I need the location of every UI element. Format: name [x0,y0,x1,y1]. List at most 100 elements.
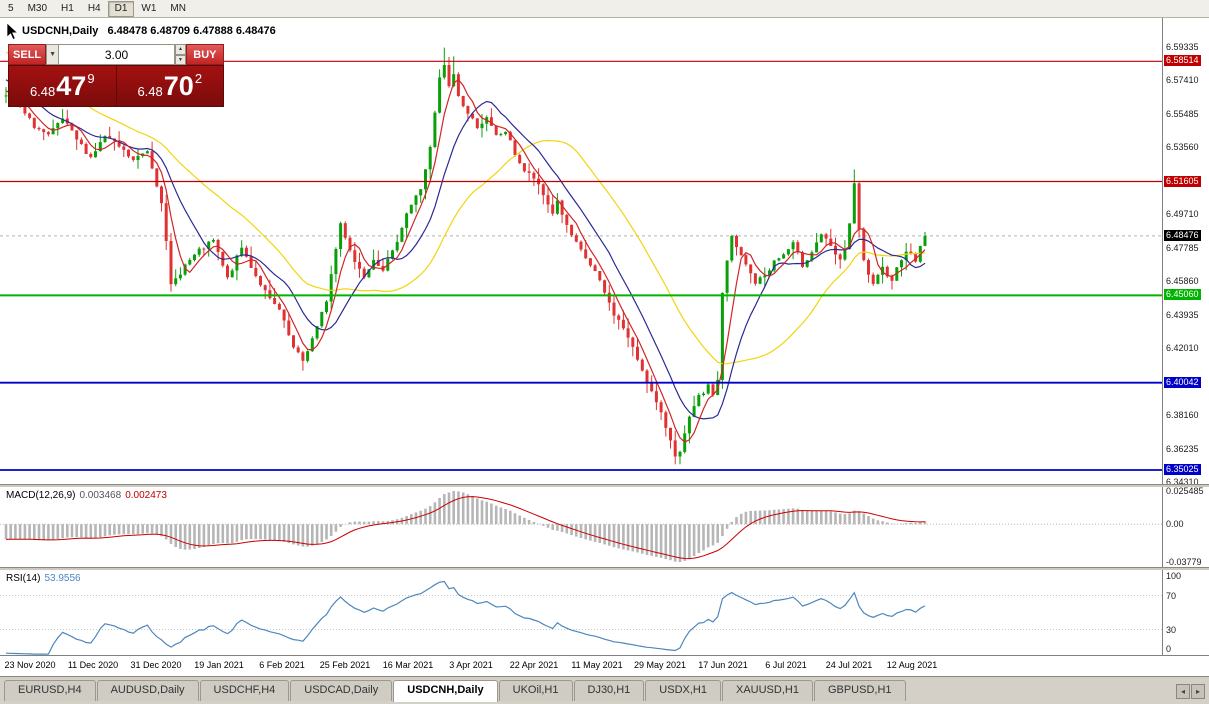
tab-scroll-right-button[interactable]: ▸ [1191,684,1205,699]
axis-label: 6.38160 [1166,410,1199,420]
date-axis-label: 3 Apr 2021 [449,660,493,670]
buy-price-pips: 70 [163,71,194,101]
axis-label: 6.34310 [1166,477,1199,487]
chart-tab-gbpusd-h1[interactable]: GBPUSD,H1 [813,680,906,701]
buy-button[interactable]: BUY [185,44,224,65]
date-axis-label: 22 Apr 2021 [509,660,559,670]
date-axis-label: 24 Jul 2021 [825,660,873,670]
axis-label: 70 [1166,591,1177,601]
time-scale[interactable]: 23 Nov 2020 11 Dec 2020 31 Dec 2020 19 Jan … [0,655,1209,676]
arrow-right-icon: ▸ [1195,687,1200,696]
chart-ohlc-values: 6.48478 6.48709 6.47888 6.48476 [107,25,276,37]
sell-price-figure: 6.48 [29,84,56,99]
timeframe-button-h1[interactable]: H1 [54,1,81,17]
chart-tab-usdchf-h4[interactable]: USDCHF,H4 [199,680,290,701]
chart-tab-usdx-h1[interactable]: USDX,H1 [645,680,721,701]
macd-indicator-chart[interactable] [0,487,1163,567]
timeframe-buttons: 5 M30 H1 H4 D1 W1 MN [1,0,193,17]
rsi-indicator-chart[interactable] [0,570,1163,655]
price-level-label: 6.40042 [1164,377,1201,388]
panel-splitter[interactable] [0,567,1209,570]
chart-tab-usdcnh-daily[interactable]: USDCNH,Daily [393,680,498,702]
date-axis-label: 16 Mar 2021 [382,660,434,670]
tab-scroll-controls: ◂ ▸ [1176,684,1205,699]
timeframe-button-h4[interactable]: H4 [81,1,108,17]
chart-tab-usdcad-daily[interactable]: USDCAD,Daily [290,680,393,701]
cursor-arrow-icon [6,23,19,40]
arrow-up-icon: ▲ [177,46,183,53]
arrow-down-icon: ▼ [177,56,183,63]
date-axis-label: 25 Feb 2021 [319,660,371,670]
date-axis-label: 23 Nov 2020 [4,660,56,670]
axis-label: 6.49710 [1166,209,1199,219]
date-axis-label: 29 May 2021 [633,660,687,670]
axis-label: 6.47785 [1166,243,1199,253]
panel-splitter[interactable] [0,484,1209,487]
date-axis-label: 6 Jul 2021 [765,660,807,670]
lot-stepper: ▲ ▼ [175,44,186,65]
axis-label: 6.55485 [1166,109,1199,119]
axis-label: 6.59335 [1166,42,1199,52]
one-click-trading-panel: SELL ▼ ▲ ▼ BUY 6.48 47 9 6.48 [8,44,224,107]
date-axis-label: 11 May 2021 [571,660,623,670]
price-chart-canvas[interactable]: USDCNH,Daily 6.48478 6.48709 6.47888 6.4… [0,18,1163,484]
timeframe-button-w1[interactable]: W1 [134,1,163,17]
axis-label: 30 [1166,625,1177,635]
tab-scroll-left-button[interactable]: ◂ [1176,684,1190,699]
axis-label: 6.43935 [1166,310,1199,320]
timeframe-button-mn[interactable]: MN [163,1,193,17]
price-level-label: 6.51605 [1164,176,1201,187]
price-level-label: 6.58514 [1164,55,1201,66]
macd-label: MACD(12,26,9) 0.003468 0.002473 [6,490,167,501]
timeframe-button-d1[interactable]: D1 [107,0,135,17]
buy-price-display[interactable]: 6.48 70 2 [115,66,223,106]
lot-increase-button[interactable]: ▲ [175,44,186,55]
axis-label: -0.03779 [1166,557,1202,567]
rsi-name: RSI(14) [6,573,41,584]
price-level-label: 6.35025 [1164,464,1201,475]
axis-label: 6.36235 [1166,444,1199,454]
macd-name: MACD(12,26,9) [6,490,76,501]
axis-label: 0.025485 [1166,486,1204,496]
chart-symbol-timeframe: USDCNH,Daily [22,25,99,37]
macd-main-value: 0.003468 [79,490,122,501]
arrow-left-icon: ◂ [1180,687,1185,696]
candlestick-chart[interactable] [0,18,1163,484]
rsi-label: RSI(14) 53.9556 [6,573,81,584]
date-axis-label: 12 Aug 2021 [886,660,938,670]
timeframe-button-m30[interactable]: M30 [21,1,54,17]
axis-label: 6.45860 [1166,276,1199,286]
macd-signal-value: 0.002473 [125,490,167,501]
chart-title: USDCNH,Daily 6.48478 6.48709 6.47888 6.4… [22,25,282,37]
lot-dropdown-button[interactable]: ▼ [46,44,59,65]
sell-price-display[interactable]: 6.48 47 9 [9,66,116,106]
rsi-panel-canvas[interactable]: RSI(14) 53.9556 [0,570,1163,655]
chart-tab-xauusd-h1[interactable]: XAUUSD,H1 [721,680,813,701]
chart-tabs: EURUSD,H4 AUDUSD,Daily USDCHF,H4 USDCAD,Dai… [4,677,1209,702]
sell-price-point: 9 [87,71,95,86]
price-level-label: 6.48476 [1164,230,1201,241]
lot-size-input[interactable] [59,44,175,65]
chevron-down-icon: ▼ [49,51,57,58]
chart-tab-eurusd-h4[interactable]: EURUSD,H4 [4,680,96,701]
lot-decrease-button[interactable]: ▼ [175,54,186,65]
chart-tab-ukoil-h1[interactable]: UKOil,H1 [498,680,573,701]
date-axis-label: 31 Dec 2020 [130,660,182,670]
macd-panel-canvas[interactable]: MACD(12,26,9) 0.003468 0.002473 [0,487,1163,567]
price-scale[interactable]: 6.59335 6.57410 6.55485 6.53560 6.49710 6.477… [1162,18,1209,655]
rsi-value: 53.9556 [44,573,81,584]
date-axis-label: 19 Jan 2021 [194,660,244,670]
axis-label: 6.53560 [1166,142,1199,152]
timeframe-button-5[interactable]: 5 [1,1,21,17]
sell-price-pips: 47 [56,71,87,101]
timeframe-toolbar: 5 M30 H1 H4 D1 W1 MN [0,0,1209,18]
chart-tab-dj30-h1[interactable]: DJ30,H1 [573,680,645,701]
sell-button[interactable]: SELL [8,44,47,65]
chart-tab-audusd-daily[interactable]: AUDUSD,Daily [96,680,199,701]
date-axis-label: 6 Feb 2021 [259,660,305,670]
axis-label: 6.57410 [1166,75,1199,85]
date-axis-label: 17 Jun 2021 [698,660,748,670]
axis-label: 6.42010 [1166,343,1199,353]
date-axis-label: 11 Dec 2020 [67,660,119,670]
